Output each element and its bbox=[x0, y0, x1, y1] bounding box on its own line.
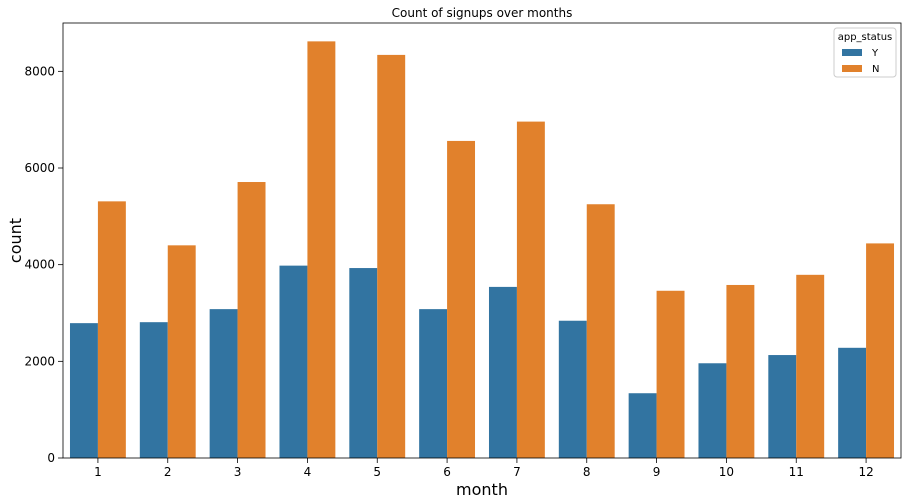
bar-Y-month-12 bbox=[838, 347, 867, 458]
bar-N-month-6 bbox=[447, 140, 476, 458]
bar-Y-month-10 bbox=[698, 363, 727, 458]
x-tick-label-5: 5 bbox=[373, 465, 381, 479]
bar-Y-month-1 bbox=[69, 323, 98, 458]
legend-swatch-Y bbox=[842, 49, 862, 56]
chart-title: Count of signups over months bbox=[392, 6, 573, 20]
bar-N-month-7 bbox=[516, 121, 545, 458]
bars-group bbox=[69, 41, 895, 459]
y-tick-label-8000: 8000 bbox=[24, 64, 55, 78]
y-tick-label-6000: 6000 bbox=[24, 161, 55, 175]
legend-label-Y: Y bbox=[871, 48, 879, 59]
y-tick-label-0: 0 bbox=[47, 451, 55, 465]
bar-N-month-9 bbox=[656, 290, 685, 458]
bar-Y-month-3 bbox=[209, 309, 238, 458]
bar-N-month-3 bbox=[237, 182, 266, 458]
x-tick-label-6: 6 bbox=[443, 465, 451, 479]
bar-N-month-2 bbox=[167, 245, 196, 458]
legend-swatch-N bbox=[842, 65, 862, 72]
bar-Y-month-6 bbox=[419, 309, 448, 458]
bar-N-month-5 bbox=[377, 54, 406, 459]
x-tick-label-8: 8 bbox=[583, 465, 591, 479]
bar-N-month-11 bbox=[796, 274, 825, 458]
x-tick-label-11: 11 bbox=[789, 465, 804, 479]
legend: app_status YN bbox=[833, 27, 897, 78]
legend-title: app_status bbox=[838, 32, 893, 43]
legend-items: YN bbox=[842, 48, 879, 75]
legend-label-N: N bbox=[872, 64, 879, 75]
x-tick-label-7: 7 bbox=[513, 465, 521, 479]
bar-Y-month-7 bbox=[488, 286, 517, 458]
y-tick-label-4000: 4000 bbox=[24, 258, 55, 272]
bar-N-month-8 bbox=[586, 204, 615, 458]
y-axis-label: count bbox=[6, 218, 25, 263]
x-tick-label-1: 1 bbox=[94, 465, 102, 479]
bar-Y-month-9 bbox=[628, 393, 657, 458]
x-axis-label: month bbox=[456, 480, 508, 499]
x-tick-label-9: 9 bbox=[653, 465, 661, 479]
bar-Y-month-11 bbox=[768, 355, 797, 458]
bar-N-month-4 bbox=[307, 41, 336, 458]
x-tick-label-3: 3 bbox=[234, 465, 242, 479]
x-tick-label-10: 10 bbox=[719, 465, 734, 479]
bar-N-month-10 bbox=[726, 284, 755, 458]
y-tick-label-2000: 2000 bbox=[24, 354, 55, 368]
bar-N-month-12 bbox=[866, 243, 895, 458]
bar-N-month-1 bbox=[97, 201, 126, 458]
bar-Y-month-5 bbox=[349, 268, 378, 458]
bar-Y-month-2 bbox=[139, 322, 168, 458]
bar-Y-month-8 bbox=[558, 320, 587, 458]
x-tick-label-12: 12 bbox=[858, 465, 873, 479]
plot-frame bbox=[62, 22, 902, 459]
bar-Y-month-4 bbox=[279, 265, 308, 458]
x-tick-label-2: 2 bbox=[164, 465, 172, 479]
x-tick-label-4: 4 bbox=[304, 465, 312, 479]
legend-frame bbox=[833, 27, 897, 78]
